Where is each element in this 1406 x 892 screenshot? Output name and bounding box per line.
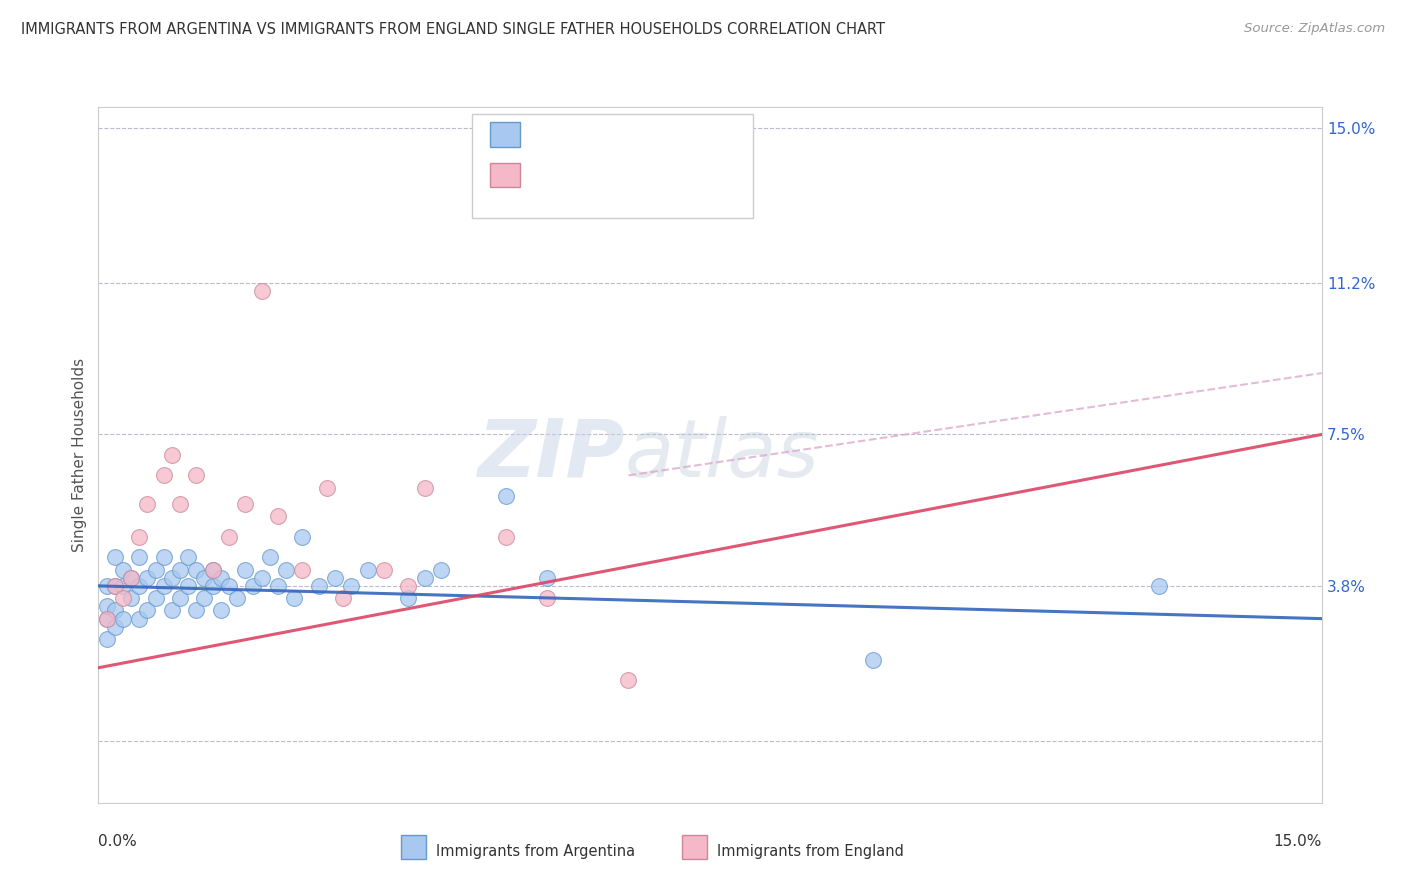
Point	[111, 579, 134, 593]
Point	[430, 562, 453, 576]
Point	[104, 550, 127, 565]
Point	[193, 571, 215, 585]
Bar	[489, 122, 520, 146]
Point	[233, 497, 256, 511]
Point	[111, 562, 134, 576]
Point	[128, 530, 150, 544]
Point	[193, 591, 215, 606]
Point	[169, 591, 191, 606]
Point	[332, 591, 354, 606]
Point	[128, 579, 150, 593]
Point	[120, 571, 142, 585]
Point	[136, 603, 159, 617]
Point	[291, 562, 314, 576]
Point	[274, 562, 297, 576]
Point	[186, 603, 208, 617]
Text: R =  0.349   N = 24: R = 0.349 N = 24	[536, 168, 720, 182]
Point	[104, 620, 127, 634]
Text: atlas: atlas	[624, 416, 820, 494]
Point	[1147, 579, 1170, 593]
Point	[111, 612, 134, 626]
Text: Source: ZipAtlas.com: Source: ZipAtlas.com	[1244, 22, 1385, 36]
Point	[250, 284, 273, 298]
Point	[201, 562, 224, 576]
Point	[267, 509, 290, 524]
Point	[218, 530, 240, 544]
Point	[169, 562, 191, 576]
Point	[862, 652, 884, 666]
Point	[373, 562, 395, 576]
Point	[495, 530, 517, 544]
Point	[120, 571, 142, 585]
Point	[111, 591, 134, 606]
Text: R = -0.076   N = 57: R = -0.076 N = 57	[536, 127, 720, 142]
Point	[136, 571, 159, 585]
Bar	[489, 162, 520, 187]
Point	[291, 530, 314, 544]
Point	[617, 673, 640, 687]
Point	[495, 489, 517, 503]
Text: Immigrants from Argentina: Immigrants from Argentina	[436, 845, 636, 859]
Point	[308, 579, 330, 593]
Point	[96, 612, 118, 626]
Point	[250, 571, 273, 585]
Point	[242, 579, 264, 593]
Point	[120, 591, 142, 606]
Point	[177, 579, 200, 593]
Point	[283, 591, 305, 606]
Text: 15.0%: 15.0%	[1274, 834, 1322, 849]
Text: ZIP: ZIP	[477, 416, 624, 494]
Point	[396, 591, 419, 606]
Point	[218, 579, 240, 593]
Point	[315, 481, 337, 495]
FancyBboxPatch shape	[471, 114, 752, 219]
Text: Immigrants from England: Immigrants from England	[717, 845, 904, 859]
Point	[323, 571, 346, 585]
Point	[128, 612, 150, 626]
Point	[104, 603, 127, 617]
Point	[226, 591, 249, 606]
Point	[169, 497, 191, 511]
Text: 0.0%: 0.0%	[98, 834, 138, 849]
Point	[177, 550, 200, 565]
Point	[356, 562, 378, 576]
Point	[186, 468, 208, 483]
Point	[259, 550, 281, 565]
Point	[152, 550, 174, 565]
Point	[96, 612, 118, 626]
Y-axis label: Single Father Households: Single Father Households	[72, 358, 87, 552]
Point	[136, 497, 159, 511]
Point	[96, 632, 118, 646]
Point	[267, 579, 290, 593]
Point	[413, 481, 436, 495]
Point	[396, 579, 419, 593]
Point	[104, 579, 127, 593]
Point	[145, 562, 167, 576]
Point	[145, 591, 167, 606]
Point	[152, 579, 174, 593]
Point	[209, 603, 232, 617]
Point	[201, 579, 224, 593]
Point	[201, 562, 224, 576]
Point	[160, 603, 183, 617]
Point	[536, 571, 558, 585]
Point	[340, 579, 363, 593]
Point	[536, 591, 558, 606]
Point	[104, 579, 127, 593]
Text: IMMIGRANTS FROM ARGENTINA VS IMMIGRANTS FROM ENGLAND SINGLE FATHER HOUSEHOLDS CO: IMMIGRANTS FROM ARGENTINA VS IMMIGRANTS …	[21, 22, 886, 37]
Point	[413, 571, 436, 585]
Point	[186, 562, 208, 576]
Point	[233, 562, 256, 576]
Point	[96, 579, 118, 593]
Point	[128, 550, 150, 565]
Point	[160, 571, 183, 585]
Point	[209, 571, 232, 585]
Point	[152, 468, 174, 483]
Point	[96, 599, 118, 614]
Point	[160, 448, 183, 462]
